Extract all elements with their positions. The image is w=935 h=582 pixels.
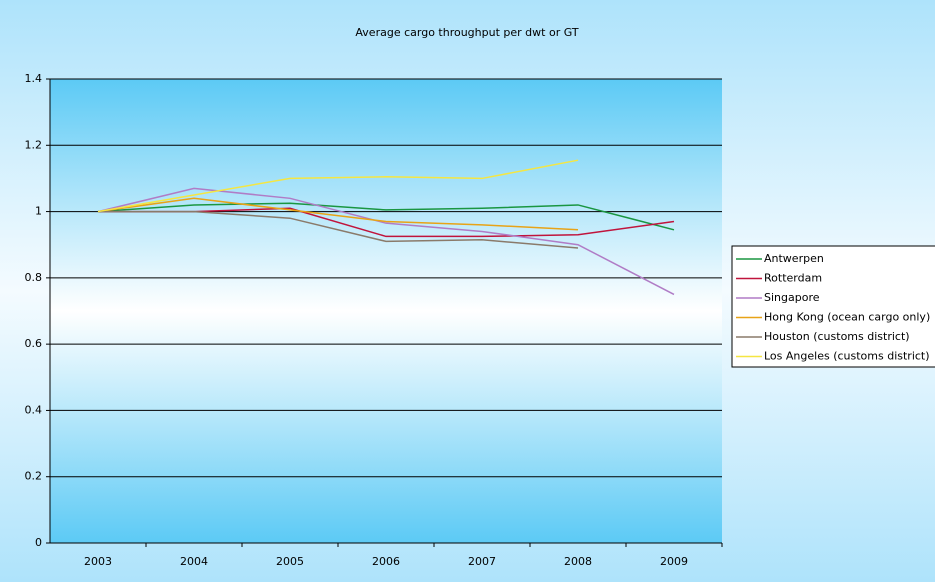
y-tick-label: 0.2 xyxy=(25,470,43,483)
series-line xyxy=(97,159,579,213)
x-tick-label: 2007 xyxy=(468,555,496,568)
series-line xyxy=(98,210,579,249)
legend-label: Singapore xyxy=(764,291,820,304)
y-tick-label: 1 xyxy=(35,205,42,218)
series-line xyxy=(97,197,579,231)
x-tick-label: 2004 xyxy=(180,555,208,568)
y-tick-label: 0 xyxy=(35,536,42,549)
series-line xyxy=(97,187,675,296)
chart-title: Average cargo throughput per dwt or GT xyxy=(355,26,578,39)
x-tick-label: 2006 xyxy=(372,555,400,568)
legend xyxy=(731,245,935,368)
y-tick-label: 1.2 xyxy=(25,138,43,151)
x-tick-label: 2009 xyxy=(660,555,688,568)
legend-label: Rotterdam xyxy=(764,272,822,285)
y-tick-label: 0.8 xyxy=(25,271,43,284)
x-tick-label: 2005 xyxy=(276,555,304,568)
legend-label: Houston (customs district) xyxy=(764,330,910,343)
y-tick-label: 1.4 xyxy=(25,72,43,85)
y-tick-label: 0.4 xyxy=(25,403,43,416)
x-tick-label: 2008 xyxy=(564,555,592,568)
legend-label: Los Angeles (customs district) xyxy=(764,350,930,363)
y-tick-label: 0.6 xyxy=(25,337,43,350)
legend-label: Antwerpen xyxy=(764,252,824,265)
legend-label: Hong Kong (ocean cargo only) xyxy=(764,311,930,324)
plot-area xyxy=(50,79,722,543)
x-tick-label: 2003 xyxy=(84,555,112,568)
series-line xyxy=(97,202,675,231)
